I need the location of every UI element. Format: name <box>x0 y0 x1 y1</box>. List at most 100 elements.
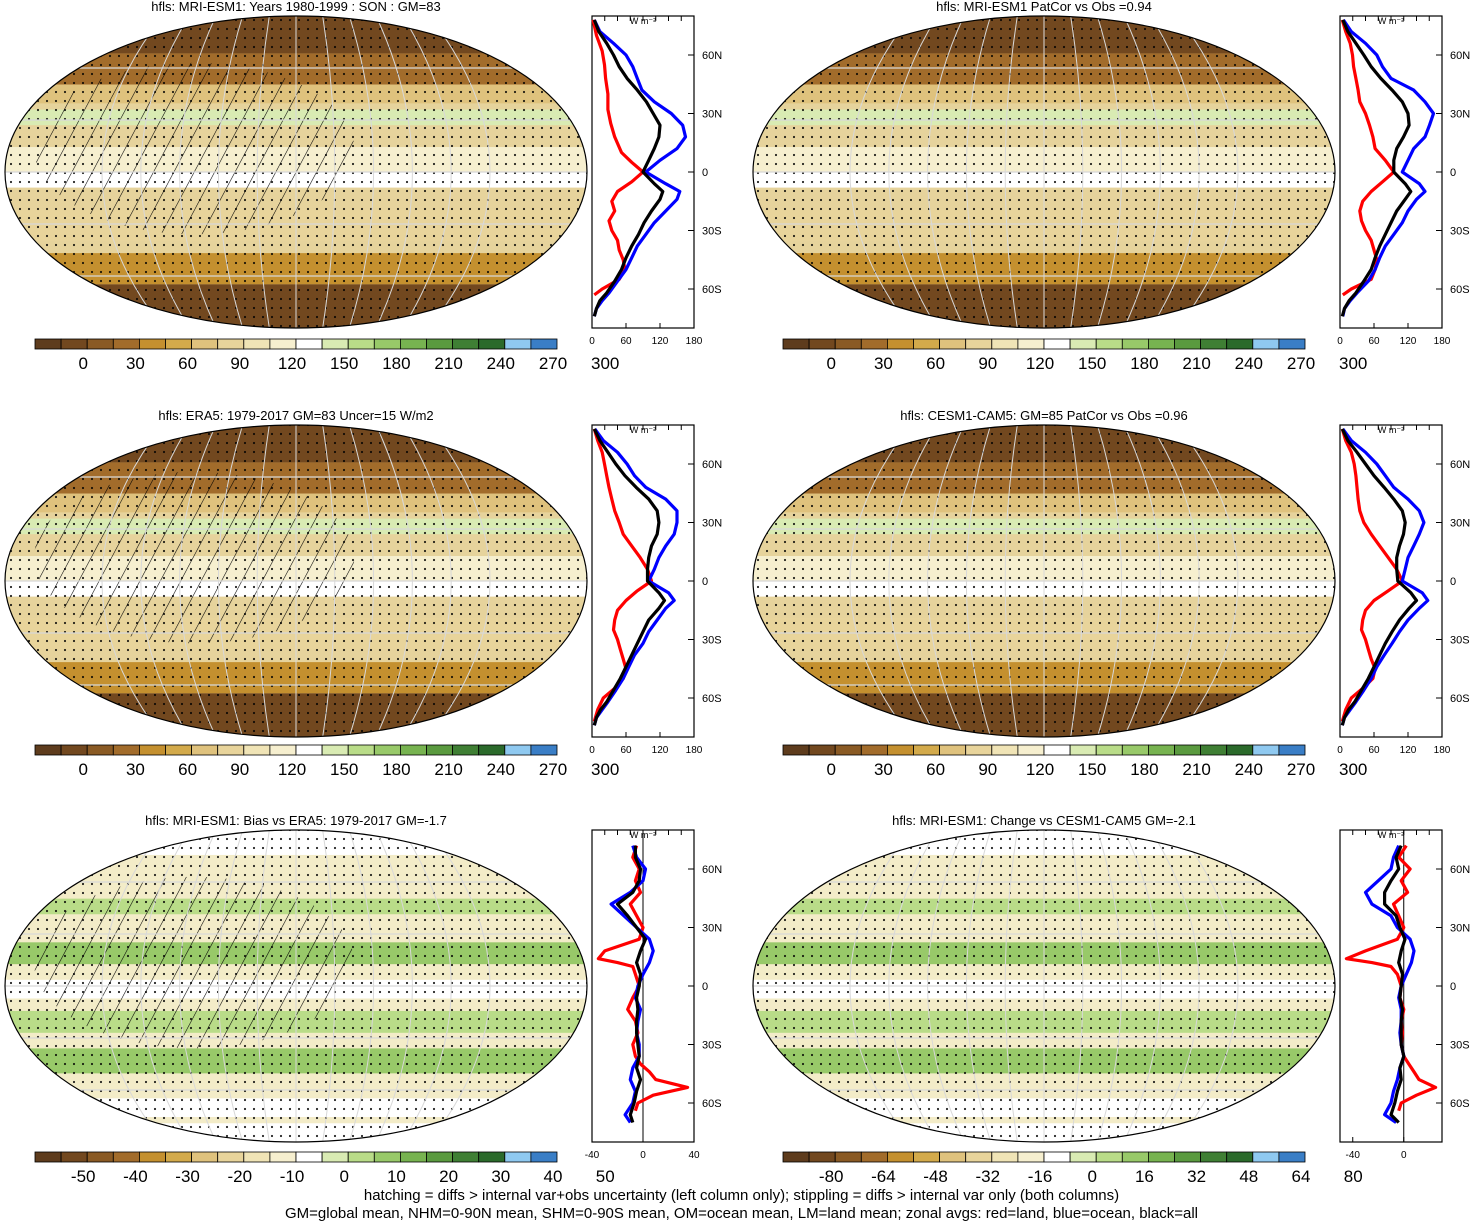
lat-tick-label: 30N <box>1450 109 1470 121</box>
colorbar-label: -20 <box>228 1167 253 1186</box>
colorbar-swatch <box>60 744 88 756</box>
meridian-line <box>1004 16 1018 328</box>
colorbar-label: 180 <box>1130 760 1158 779</box>
meridian-line <box>1176 16 1239 328</box>
lat-tick-label: 0 <box>702 576 708 588</box>
colorbar-swatch <box>478 338 506 350</box>
lat-tick-label: 30S <box>1450 635 1470 647</box>
colorbar-swatch <box>965 1151 993 1163</box>
lat-tick-label: 60S <box>1450 693 1470 705</box>
meridian-line <box>849 830 912 1142</box>
colorbar-swatch <box>165 1151 193 1163</box>
colorbar-swatch <box>452 744 480 756</box>
colorbar-label: 0 <box>78 354 87 373</box>
colorbar-label: 150 <box>330 760 358 779</box>
profile-frame <box>1339 15 1443 329</box>
colorbar-label: 30 <box>126 354 145 373</box>
series-line-all <box>1340 19 1413 317</box>
meridian-line <box>1070 830 1084 1142</box>
meridian-line <box>1096 16 1123 328</box>
x-tick-label: 120 <box>652 745 669 756</box>
meridian-line <box>256 16 270 328</box>
colorbar-swatch <box>34 338 62 350</box>
map-field <box>5 830 587 1142</box>
colorbar-swatch <box>939 1151 967 1163</box>
colorbar-label: 150 <box>330 354 358 373</box>
colorbar-swatch <box>1226 338 1254 350</box>
meridian-line <box>849 16 912 328</box>
lat-tick-label: 0 <box>1450 981 1456 993</box>
colorbar-label: 10 <box>387 1167 406 1186</box>
lat-tick-label: 60N <box>702 459 722 471</box>
x-tick-label: 0 <box>1401 1150 1407 1161</box>
colorbar-swatch <box>243 338 271 350</box>
colorbar-swatch <box>939 338 967 350</box>
meridian-line <box>402 16 452 328</box>
lat-tick-label: 30S <box>702 1040 722 1052</box>
colorbar-swatch <box>808 338 836 350</box>
colorbar-swatch <box>86 744 114 756</box>
colorbar-swatch <box>530 338 558 350</box>
x-tick-label: 180 <box>686 336 703 347</box>
colorbar-swatch <box>782 1151 810 1163</box>
meridian-line <box>888 830 938 1142</box>
colorbar-swatch <box>426 1151 454 1163</box>
colorbar-swatch <box>295 1151 323 1163</box>
colorbar-swatch <box>1095 338 1123 350</box>
colorbar-label: 120 <box>278 354 306 373</box>
colorbar-label: 60 <box>926 354 945 373</box>
colorbar-label: 240 <box>1235 354 1263 373</box>
colorbar-label: 90 <box>230 354 249 373</box>
panel-4: hfls: CESM1-CAM5: GM=85 PatCor vs Obs =0… <box>752 408 1470 779</box>
x-tick-label: 0 <box>589 745 595 756</box>
meridian-line <box>428 16 491 328</box>
panel-title: hfls: ERA5: 1979-2017 GM=83 Uncer=15 W/m… <box>158 408 433 423</box>
meridian-line <box>1096 425 1123 737</box>
meridian-line <box>428 830 491 1142</box>
colorbar-label: -32 <box>976 1167 1001 1186</box>
colorbar-label: 30 <box>874 354 893 373</box>
colorbar-swatch <box>860 744 888 756</box>
colorbar-swatch <box>1069 338 1097 350</box>
panel-3: hfls: ERA5: 1979-2017 GM=83 Uncer=15 W/m… <box>4 408 722 779</box>
lat-tick-label: 30S <box>702 226 722 238</box>
colorbar-swatch <box>478 1151 506 1163</box>
colorbar-label: 210 <box>434 354 462 373</box>
colorbar-label: 30 <box>126 760 145 779</box>
colorbar-swatch <box>321 1151 349 1163</box>
colorbar-swatch <box>1252 744 1280 756</box>
series-line-ocean <box>592 19 688 317</box>
meridian-line <box>348 16 375 328</box>
lat-tick-label: 60S <box>1450 1098 1470 1110</box>
colorbar-swatch <box>913 338 941 350</box>
colorbar-label: 240 <box>487 354 515 373</box>
panel-title: hfls: MRI-ESM1: Change vs CESM1-CAM5 GM=… <box>892 813 1196 828</box>
colorbar-swatch <box>1226 1151 1254 1163</box>
colorbar-label: 300 <box>1339 760 1367 779</box>
colorbar-label: 60 <box>178 354 197 373</box>
colorbar-label: 300 <box>591 760 619 779</box>
map-field <box>753 425 1335 737</box>
meridian-line <box>348 830 375 1142</box>
colorbar-swatch <box>399 1151 427 1163</box>
colorbar-label: -50 <box>71 1167 96 1186</box>
panel-title: hfls: MRI-ESM1: Years 1980-1999 : SON : … <box>151 0 440 14</box>
colorbar-swatch <box>269 744 297 756</box>
colorbar-label: 16 <box>1135 1167 1154 1186</box>
colorbar-swatch <box>913 1151 941 1163</box>
colorbar-label: -16 <box>1028 1167 1053 1186</box>
colorbar-swatch <box>1200 744 1228 756</box>
colorbar-label: -10 <box>280 1167 305 1186</box>
panel-title: hfls: MRI-ESM1: Bias vs ERA5: 1979-2017 … <box>145 813 447 828</box>
lat-tick-label: 0 <box>702 981 708 993</box>
meridian-line <box>965 16 992 328</box>
meridian-line <box>375 16 413 328</box>
colorbar-swatch <box>295 744 323 756</box>
colorbar-label: 0 <box>78 760 87 779</box>
colorbar-swatch <box>504 744 532 756</box>
colorbar-label: 210 <box>1182 354 1210 373</box>
lat-tick-label: 60S <box>1450 284 1470 296</box>
colorbar-swatch <box>269 1151 297 1163</box>
lat-tick-label: 60N <box>1450 864 1470 876</box>
colorbar-swatch <box>478 744 506 756</box>
